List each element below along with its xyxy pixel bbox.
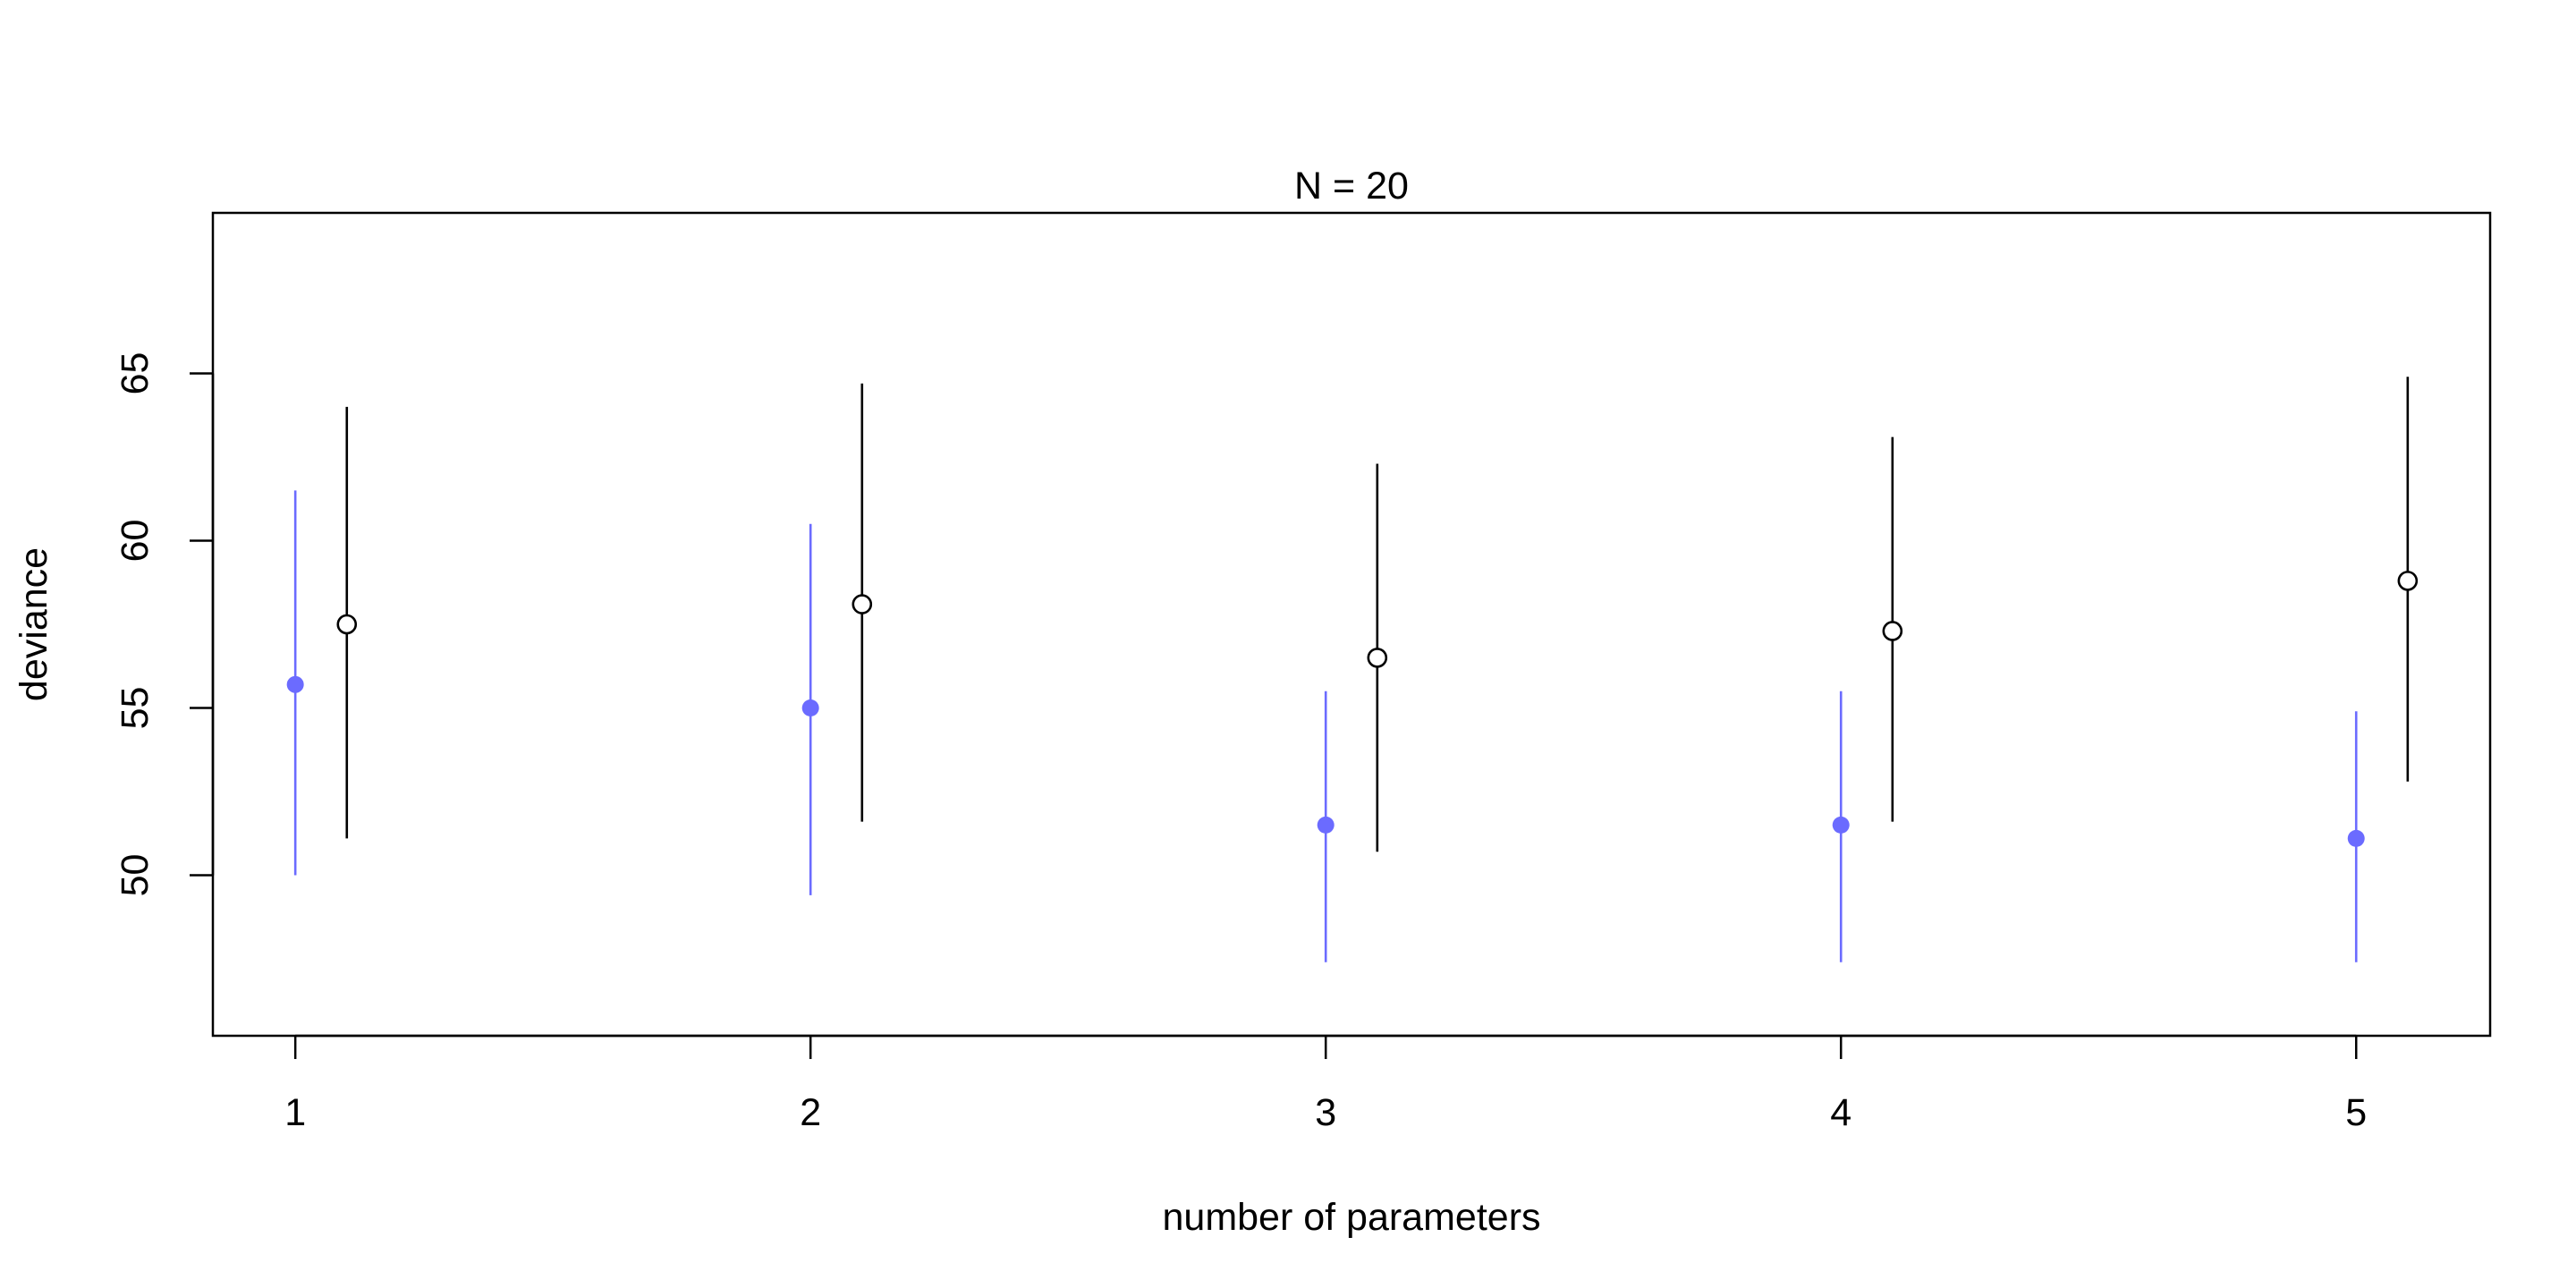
data-point: [852, 594, 873, 614]
data-point: [1882, 621, 1903, 641]
y-tick-label: 60: [114, 520, 157, 563]
x-tick-label: 5: [2345, 1091, 2367, 1134]
y-tick-label: 65: [114, 352, 157, 395]
x-tick-label: 2: [800, 1091, 821, 1134]
x-tick-label: 3: [1315, 1091, 1336, 1134]
chart-title: N = 20: [1294, 165, 1409, 208]
y-axis-label: deviance: [13, 547, 55, 701]
data-point: [1832, 816, 1850, 834]
x-axis-label: number of parameters: [1162, 1196, 1540, 1239]
data-marks: [286, 377, 2419, 962]
series-1: [286, 490, 2365, 962]
data-point: [2347, 829, 2365, 847]
data-point: [801, 699, 819, 716]
x-axis: 1 2 3 4 5: [284, 1034, 2367, 1134]
series-2: [336, 377, 2419, 852]
x-tick-label: 4: [1830, 1091, 1852, 1134]
data-point: [1367, 648, 1388, 668]
y-tick-label: 50: [114, 854, 157, 897]
data-point: [1317, 816, 1335, 834]
data-point: [2397, 571, 2419, 591]
y-tick-label: 55: [114, 687, 157, 730]
plot-frame: [211, 211, 2492, 1038]
x-tick-label: 1: [284, 1091, 306, 1134]
data-point: [286, 675, 304, 693]
y-axis: 50 55 60 65: [114, 352, 215, 897]
data-point: [336, 614, 358, 635]
